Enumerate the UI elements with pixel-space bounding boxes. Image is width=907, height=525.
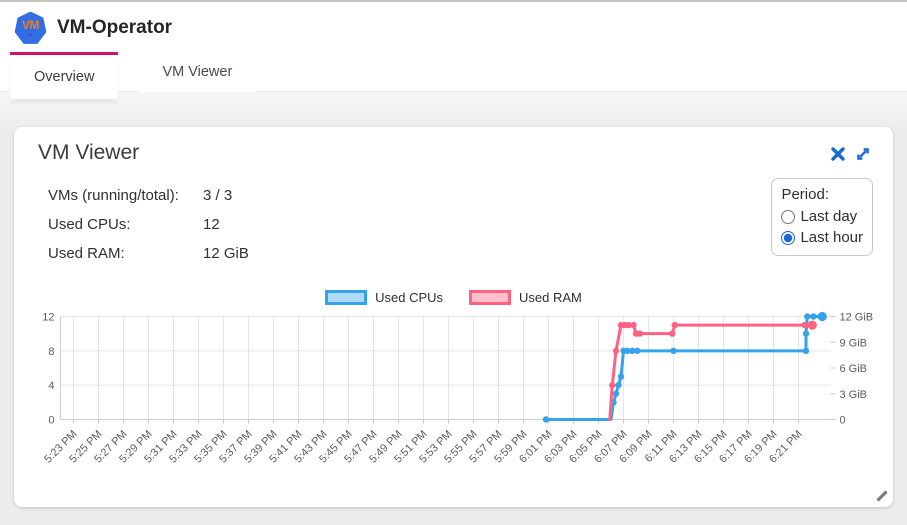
window-top-border [0, 0, 907, 2]
period-option-label: Last day [800, 208, 858, 225]
card-header: VM Viewer [14, 127, 893, 165]
stat-value: 12 [203, 216, 220, 233]
logo-mark: ⌄ [27, 29, 34, 38]
tab-bar: Overview VM Viewer [0, 52, 907, 99]
period-radio[interactable] [781, 230, 796, 245]
legend-item-used-ram[interactable]: Used RAM [469, 290, 582, 305]
vm-stats: VMs (running/total): 3 / 3 Used CPUs: 12… [48, 187, 249, 274]
svg-text:12 GiB: 12 GiB [840, 312, 874, 324]
svg-text:3 GiB: 3 GiB [840, 389, 868, 401]
usage-chart-container: 5:23 PM 5:25 PM 5:27 PM 5:29 PM 5:31 PM 5:33 … [14, 305, 893, 500]
svg-text:8: 8 [48, 346, 54, 358]
svg-text:0: 0 [840, 415, 846, 427]
period-option-label: Last hour [800, 229, 863, 246]
tab-bar-divider [0, 91, 907, 92]
svg-text:9 GiB: 9 GiB [840, 337, 868, 349]
svg-text:12: 12 [42, 312, 54, 324]
chart-legend: Used CPUs Used RAM [14, 290, 893, 305]
svg-text:4: 4 [48, 380, 54, 392]
period-label: Period: [781, 186, 829, 203]
logo-text: VM [22, 18, 40, 32]
legend-swatch-cpus [325, 290, 368, 305]
usage-chart: 5:23 PM5:25 PM5:27 PM5:29 PM5:31 PM5:33 … [42, 312, 874, 466]
stat-row-vms: VMs (running/total): 3 / 3 [48, 187, 249, 204]
page-background: VM Viewer VMs (running/total): 3 / 3 Use… [0, 92, 907, 525]
resize-handle-icon[interactable] [875, 489, 889, 503]
vm-viewer-card: VM Viewer VMs (running/total): 3 / 3 Use… [14, 127, 893, 507]
tab-vm-viewer[interactable]: VM Viewer [138, 52, 257, 92]
svg-text:6 GiB: 6 GiB [840, 363, 868, 375]
stat-row-cpus: Used CPUs: 12 [48, 216, 249, 233]
app-header: VM ⌄ VM-Operator [0, 2, 907, 52]
card-actions [830, 146, 871, 162]
stat-row-ram: Used RAM: 12 GiB [48, 245, 249, 262]
period-selector: Period: Last day Last hour [771, 178, 873, 256]
stat-label: Used CPUs: [48, 216, 131, 233]
tab-vm-viewer-label: VM Viewer [162, 64, 233, 80]
close-icon[interactable] [830, 146, 846, 162]
svg-text:0: 0 [48, 415, 54, 427]
legend-swatch-ram [469, 290, 512, 305]
card-title: VM Viewer [38, 141, 140, 164]
period-option-last-hour[interactable]: Last hour [781, 229, 863, 246]
period-option-last-day[interactable]: Last day [781, 208, 863, 225]
stat-label: Used RAM: [48, 245, 125, 262]
stat-label: VMs (running/total): [48, 187, 179, 204]
stat-value: 12 GiB [203, 245, 249, 262]
legend-label: Used CPUs [375, 290, 444, 305]
expand-icon[interactable] [855, 146, 871, 162]
app-title: VM-Operator [57, 17, 173, 38]
tab-overview-label: Overview [34, 69, 95, 85]
legend-label: Used RAM [519, 290, 582, 305]
tab-overview[interactable]: Overview [10, 52, 119, 99]
app-logo-icon: VM ⌄ [14, 11, 47, 44]
period-radio[interactable] [781, 209, 796, 224]
legend-item-used-cpus[interactable]: Used CPUs [325, 290, 443, 305]
stat-value: 3 / 3 [203, 187, 233, 204]
